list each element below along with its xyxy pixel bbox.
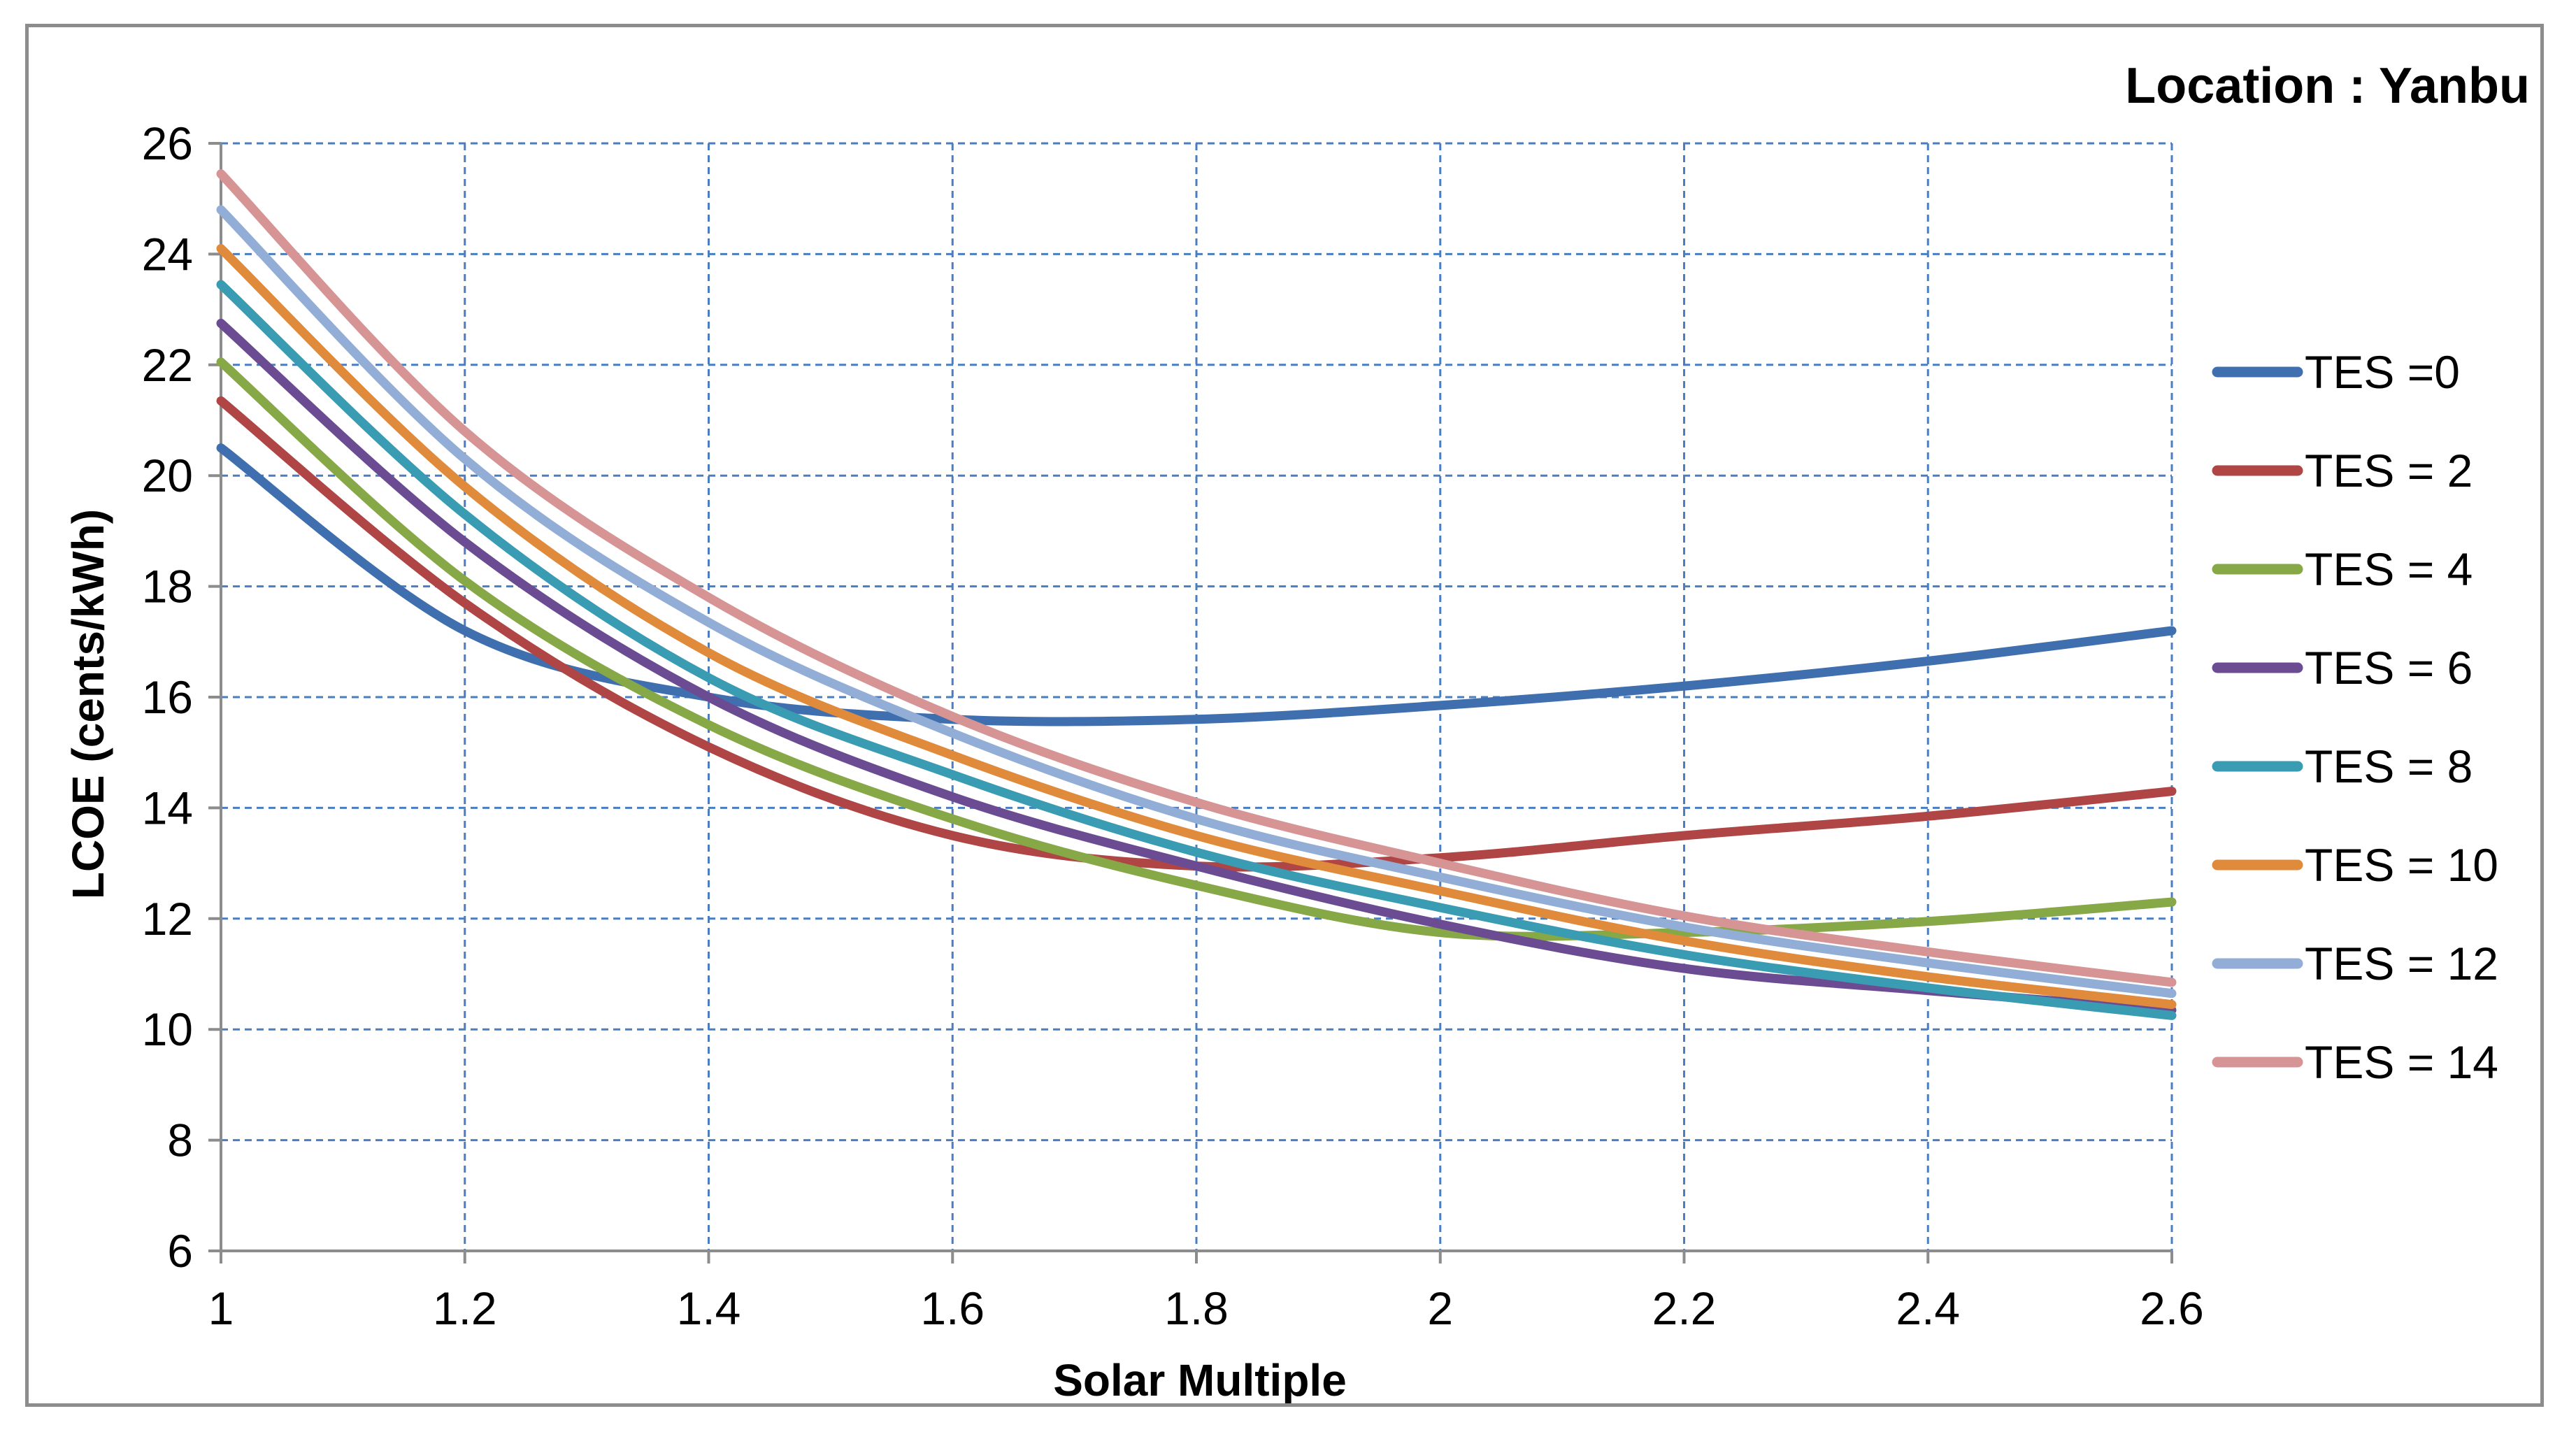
y-axis-title: LCOE (cents/kWh) bbox=[63, 509, 113, 899]
legend-label-tes-4: TES = 4 bbox=[2305, 543, 2473, 595]
legend-label-tes-14: TES = 14 bbox=[2305, 1036, 2498, 1088]
x-axis-title: Solar Multiple bbox=[1053, 1355, 1347, 1403]
legend-label-tes-2: TES = 2 bbox=[2305, 445, 2473, 496]
y-tick-label: 6 bbox=[167, 1225, 193, 1277]
legend-label-tes-10: TES = 10 bbox=[2305, 839, 2498, 891]
series-line-tes-12 bbox=[216, 205, 2177, 998]
series-line-tes-10 bbox=[216, 244, 2177, 1010]
legend-label-tes-0: TES =0 bbox=[2305, 346, 2460, 398]
x-tick-label: 2 bbox=[1427, 1282, 1453, 1334]
chart-title: Location : Yanbu bbox=[2125, 58, 2530, 114]
x-tick-label: 2.4 bbox=[1896, 1282, 1960, 1334]
series-line-tes-8 bbox=[216, 280, 2177, 1020]
y-tick-label: 18 bbox=[142, 561, 193, 613]
series-line-tes-0 bbox=[216, 443, 2177, 726]
y-tick-label: 12 bbox=[142, 893, 193, 945]
x-tick-label: 1.4 bbox=[677, 1282, 741, 1334]
lcoe-line-chart: 6 8 10 12 14 16 18 20 22 24 26 1 1.2 1.4 1.6 1.8 2 2.2 2.4… bbox=[63, 58, 2530, 1403]
series-line-tes-6 bbox=[216, 318, 2177, 1015]
y-tick-label: 24 bbox=[142, 228, 193, 280]
y-tick-label: 16 bbox=[142, 671, 193, 723]
series-line-tes-2 bbox=[216, 396, 2177, 872]
y-tick-label: 10 bbox=[142, 1003, 193, 1055]
x-tick-label: 2.2 bbox=[1652, 1282, 1717, 1334]
series-line-tes-14 bbox=[216, 169, 2177, 987]
y-tick-label: 22 bbox=[142, 339, 193, 391]
legend-label-tes-12: TES = 12 bbox=[2305, 938, 2498, 989]
y-tick-label: 14 bbox=[142, 782, 193, 833]
x-tick-label: 1.2 bbox=[433, 1282, 497, 1334]
legend-label-tes-6: TES = 6 bbox=[2305, 642, 2473, 694]
y-tick-label: 20 bbox=[142, 450, 193, 501]
x-tick-label: 2.6 bbox=[2140, 1282, 2204, 1334]
x-tick-label: 1.8 bbox=[1164, 1282, 1229, 1334]
x-tick-label: 1 bbox=[208, 1282, 234, 1334]
x-tick-label: 1.6 bbox=[920, 1282, 985, 1334]
series-line-tes-4 bbox=[216, 357, 2177, 941]
y-tick-label: 8 bbox=[167, 1115, 193, 1166]
legend-label-tes-8: TES = 8 bbox=[2305, 740, 2473, 792]
chart-frame: 6 8 10 12 14 16 18 20 22 24 26 1 1.2 1.4 1.6 1.8 2 2.2 2.4… bbox=[25, 24, 2544, 1407]
y-tick-label: 26 bbox=[142, 117, 193, 169]
